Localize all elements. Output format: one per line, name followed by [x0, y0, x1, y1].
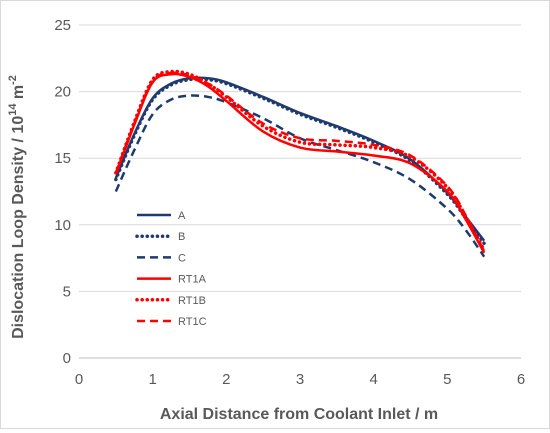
tick-labels: 0 5 10 15 20 25 0 1 2 3 4 5 6 — [54, 17, 525, 388]
legend-label-c: C — [178, 252, 186, 264]
series-line-rt1b — [114, 69, 486, 252]
x-tick-label: 4 — [369, 371, 377, 388]
legend-label-a: A — [178, 210, 186, 222]
x-tick-label: 6 — [517, 371, 525, 388]
y-tick-label: 20 — [54, 84, 71, 101]
y-axis-title-main: Dislocation Loop Density / 10 — [10, 116, 27, 339]
legend: ABC RT1A RT1B RT1C — [135, 210, 207, 328]
series-line-c — [114, 94, 486, 258]
x-tick-label: 2 — [222, 371, 230, 388]
y-tick-label: 15 — [54, 150, 71, 167]
gridlines — [79, 24, 521, 292]
legend-label-rt1c: RT1C — [178, 316, 207, 328]
y-axis-title-exponent-1: 14 — [7, 103, 19, 116]
y-axis-title-exponent-2: -2 — [7, 75, 19, 85]
y-tick-label: 5 — [63, 283, 71, 300]
series-line-rt1c — [114, 71, 486, 253]
y-tick-label: 0 — [63, 350, 71, 367]
series-lines — [114, 69, 486, 258]
series-line-a — [114, 76, 486, 242]
y-axis-title-unit: m — [10, 85, 27, 104]
legend-label-b: B — [178, 231, 185, 243]
x-tick-label: 5 — [443, 371, 451, 388]
series-line-b — [114, 77, 486, 246]
y-tick-label: 10 — [54, 217, 71, 234]
legend-label-rt1b: RT1B — [178, 295, 206, 307]
y-tick-label: 25 — [54, 17, 71, 34]
legend-label-rt1a: RT1A — [178, 274, 207, 286]
x-tick-label: 1 — [148, 371, 156, 388]
x-tick-label: 3 — [296, 371, 304, 388]
x-tick-label: 0 — [75, 371, 83, 388]
y-axis-title: Dislocation Loop Density / 1014 m-2 — [7, 75, 27, 339]
x-axis-title: Axial Distance from Coolant Inlet / m — [160, 406, 438, 423]
